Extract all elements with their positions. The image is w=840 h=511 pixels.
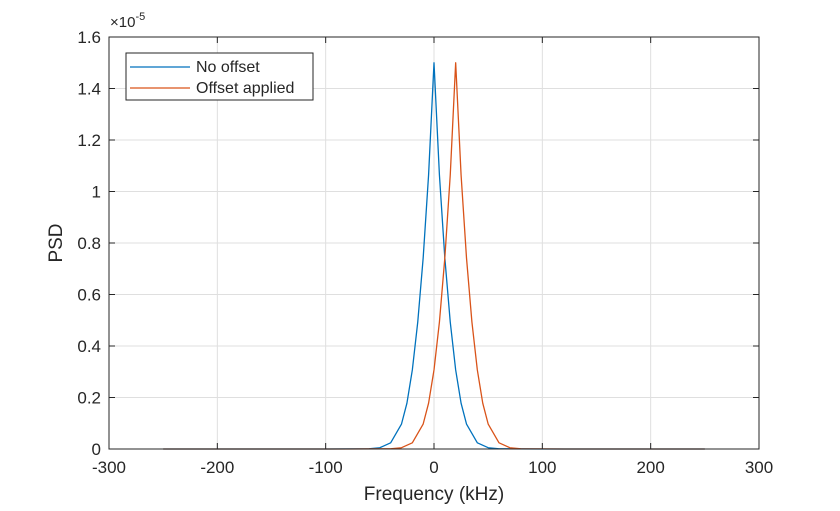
y-axis-label: PSD: [46, 223, 67, 262]
series-line-offset-applied: [163, 62, 705, 450]
x-tick-label: -300: [92, 458, 126, 477]
series-group: [163, 62, 705, 450]
y-tick-label: 1: [92, 183, 101, 202]
y-tick-label: 1.4: [77, 80, 101, 99]
y-tick-label: 0.8: [77, 234, 101, 253]
y-tick-label: 0.6: [77, 286, 101, 305]
x-tick-label: 100: [528, 458, 556, 477]
ticks: [108, 36, 760, 450]
legend: No offset Offset applied: [125, 52, 314, 101]
tick-labels: -300 -200 -100 0 100 200 300 0 0.2 0.4 0.6 0.8 1 1.2 1…: [77, 28, 773, 477]
x-tick-label: 300: [745, 458, 773, 477]
series-line-no-offset: [163, 62, 705, 450]
y-exponent-base: ×10: [110, 14, 135, 31]
y-tick-label: 1.6: [77, 28, 101, 47]
legend-label-offset-applied: Offset applied: [196, 80, 294, 97]
y-tick-label: 0.2: [77, 389, 101, 408]
x-tick-label: 0: [429, 458, 438, 477]
legend-box: [125, 52, 314, 101]
y-tick-label: 0: [92, 440, 101, 459]
x-tick-label: -100: [309, 458, 343, 477]
y-tick-label: 0.4: [77, 337, 101, 356]
x-tick-label: -200: [200, 458, 234, 477]
x-axis-label: Frequency (kHz): [364, 484, 504, 505]
x-tick-label: 200: [636, 458, 664, 477]
y-exponent-power: -5: [135, 11, 145, 23]
legend-label-no-offset: No offset: [196, 59, 260, 76]
y-exponent-label: ×10-5: [110, 11, 145, 31]
y-tick-label: 1.2: [77, 131, 101, 150]
